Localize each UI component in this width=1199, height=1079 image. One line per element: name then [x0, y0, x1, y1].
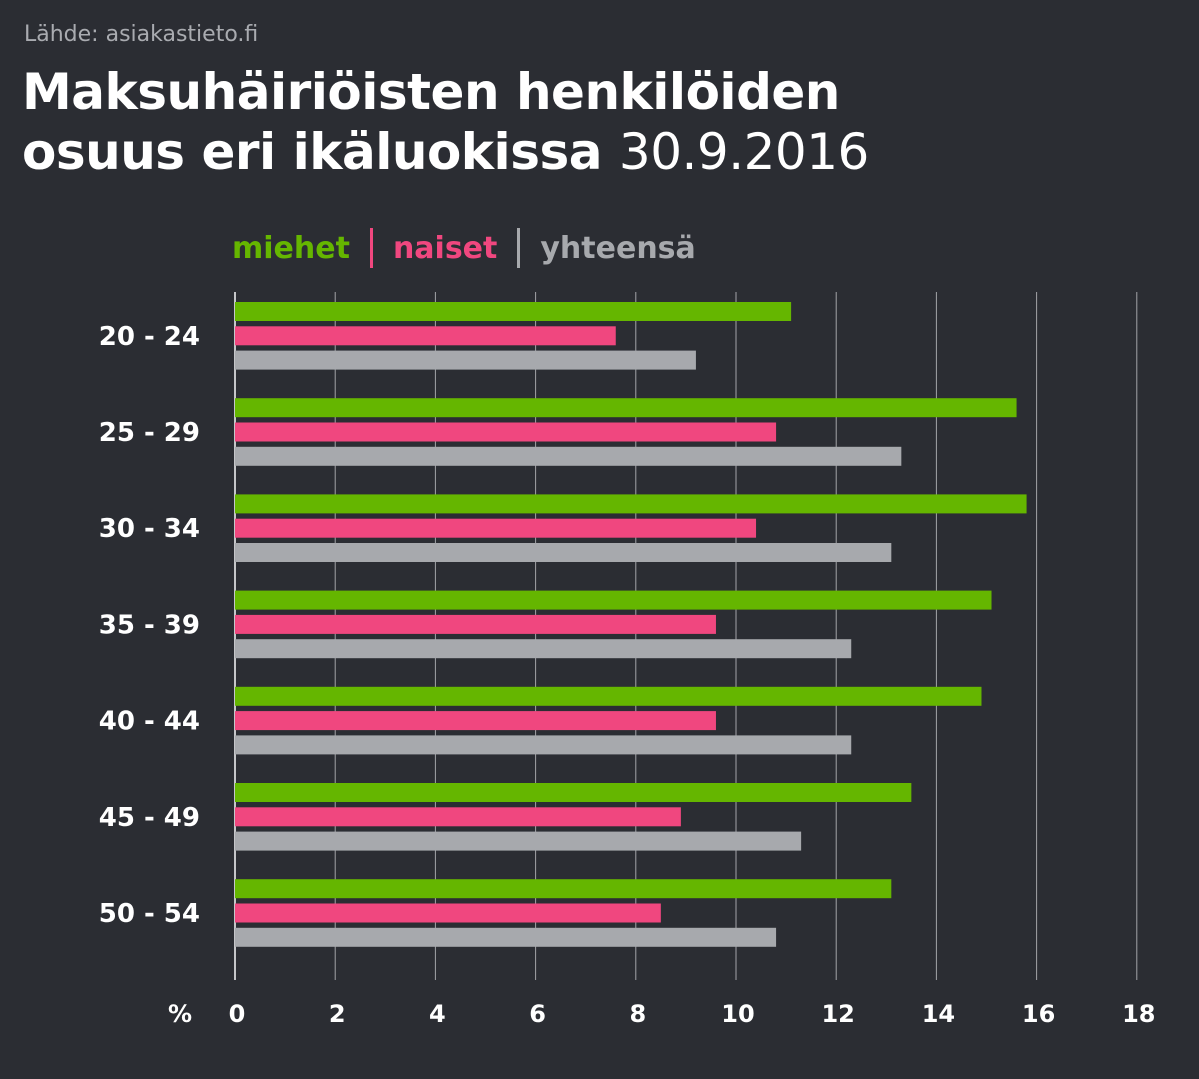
source-label: Lähde: asiakastieto.fi — [24, 22, 259, 47]
bar-naiset-40-44 — [235, 711, 716, 731]
x-tick-label: 2 — [329, 1000, 346, 1028]
bar-naiset-25-29 — [235, 422, 777, 442]
bar-miehet-20-24 — [235, 302, 792, 321]
bar-yhteensä-35-39 — [235, 639, 852, 659]
bar-miehet-45-49 — [235, 783, 912, 802]
bar-naiset-30-34 — [235, 518, 757, 538]
category-label: 35 - 39 — [99, 610, 200, 640]
bar-naiset-50-54 — [235, 903, 661, 923]
title-line-1: Maksuhäiriöisten henkilöiden — [22, 63, 840, 121]
bar-yhteensä-40-44 — [235, 735, 852, 755]
legend-separator — [369, 228, 373, 268]
bar-yhteensä-30-34 — [235, 543, 892, 562]
bar-yhteensä-25-29 — [235, 446, 902, 466]
category-label: 30 - 34 — [99, 514, 200, 544]
bar-miehet-40-44 — [235, 686, 982, 706]
bar-miehet-30-34 — [235, 494, 1027, 514]
bar-yhteensä-20-24 — [235, 350, 696, 370]
bar-yhteensä-50-54 — [235, 927, 777, 947]
x-tick-label: 8 — [629, 1000, 646, 1028]
bar-naiset-35-39 — [235, 614, 716, 634]
legend: miehet naiset yhteensä — [232, 228, 696, 268]
legend-item-yhteensä: yhteensä — [540, 230, 696, 266]
bar-miehet-25-29 — [235, 398, 1017, 418]
legend-item-miehet: miehet — [232, 230, 350, 266]
x-tick-label: 14 — [922, 1000, 955, 1028]
title-date: 30.9.2016 — [618, 123, 869, 181]
x-tick-label: 6 — [529, 1000, 546, 1028]
bar-naiset-20-24 — [235, 326, 616, 346]
x-tick-label: 4 — [429, 1000, 446, 1028]
legend-item-naiset: naiset — [392, 230, 498, 266]
x-axis-unit-label: % — [168, 1000, 192, 1028]
bar-miehet-35-39 — [235, 590, 992, 610]
x-tick-label: 16 — [1022, 1000, 1055, 1028]
x-tick-label: 18 — [1122, 1000, 1155, 1028]
category-label: 50 - 54 — [99, 899, 200, 929]
x-tick-label: 12 — [821, 1000, 854, 1028]
bar-miehet-50-54 — [235, 879, 892, 899]
category-label: 20 - 24 — [99, 322, 200, 352]
title-line-2: osuus eri ikäluokissa — [22, 123, 602, 181]
bar-yhteensä-45-49 — [235, 831, 802, 851]
x-tick-label: 0 — [229, 1000, 246, 1028]
chart-title: Maksuhäiriöisten henkilöiden osuus eri i… — [22, 62, 869, 182]
legend-separator — [517, 228, 521, 268]
x-tick-label: 10 — [721, 1000, 754, 1028]
category-label: 45 - 49 — [99, 803, 200, 833]
category-label: 40 - 44 — [99, 707, 200, 737]
category-label: 25 - 29 — [99, 418, 200, 448]
bar-naiset-45-49 — [235, 807, 681, 827]
